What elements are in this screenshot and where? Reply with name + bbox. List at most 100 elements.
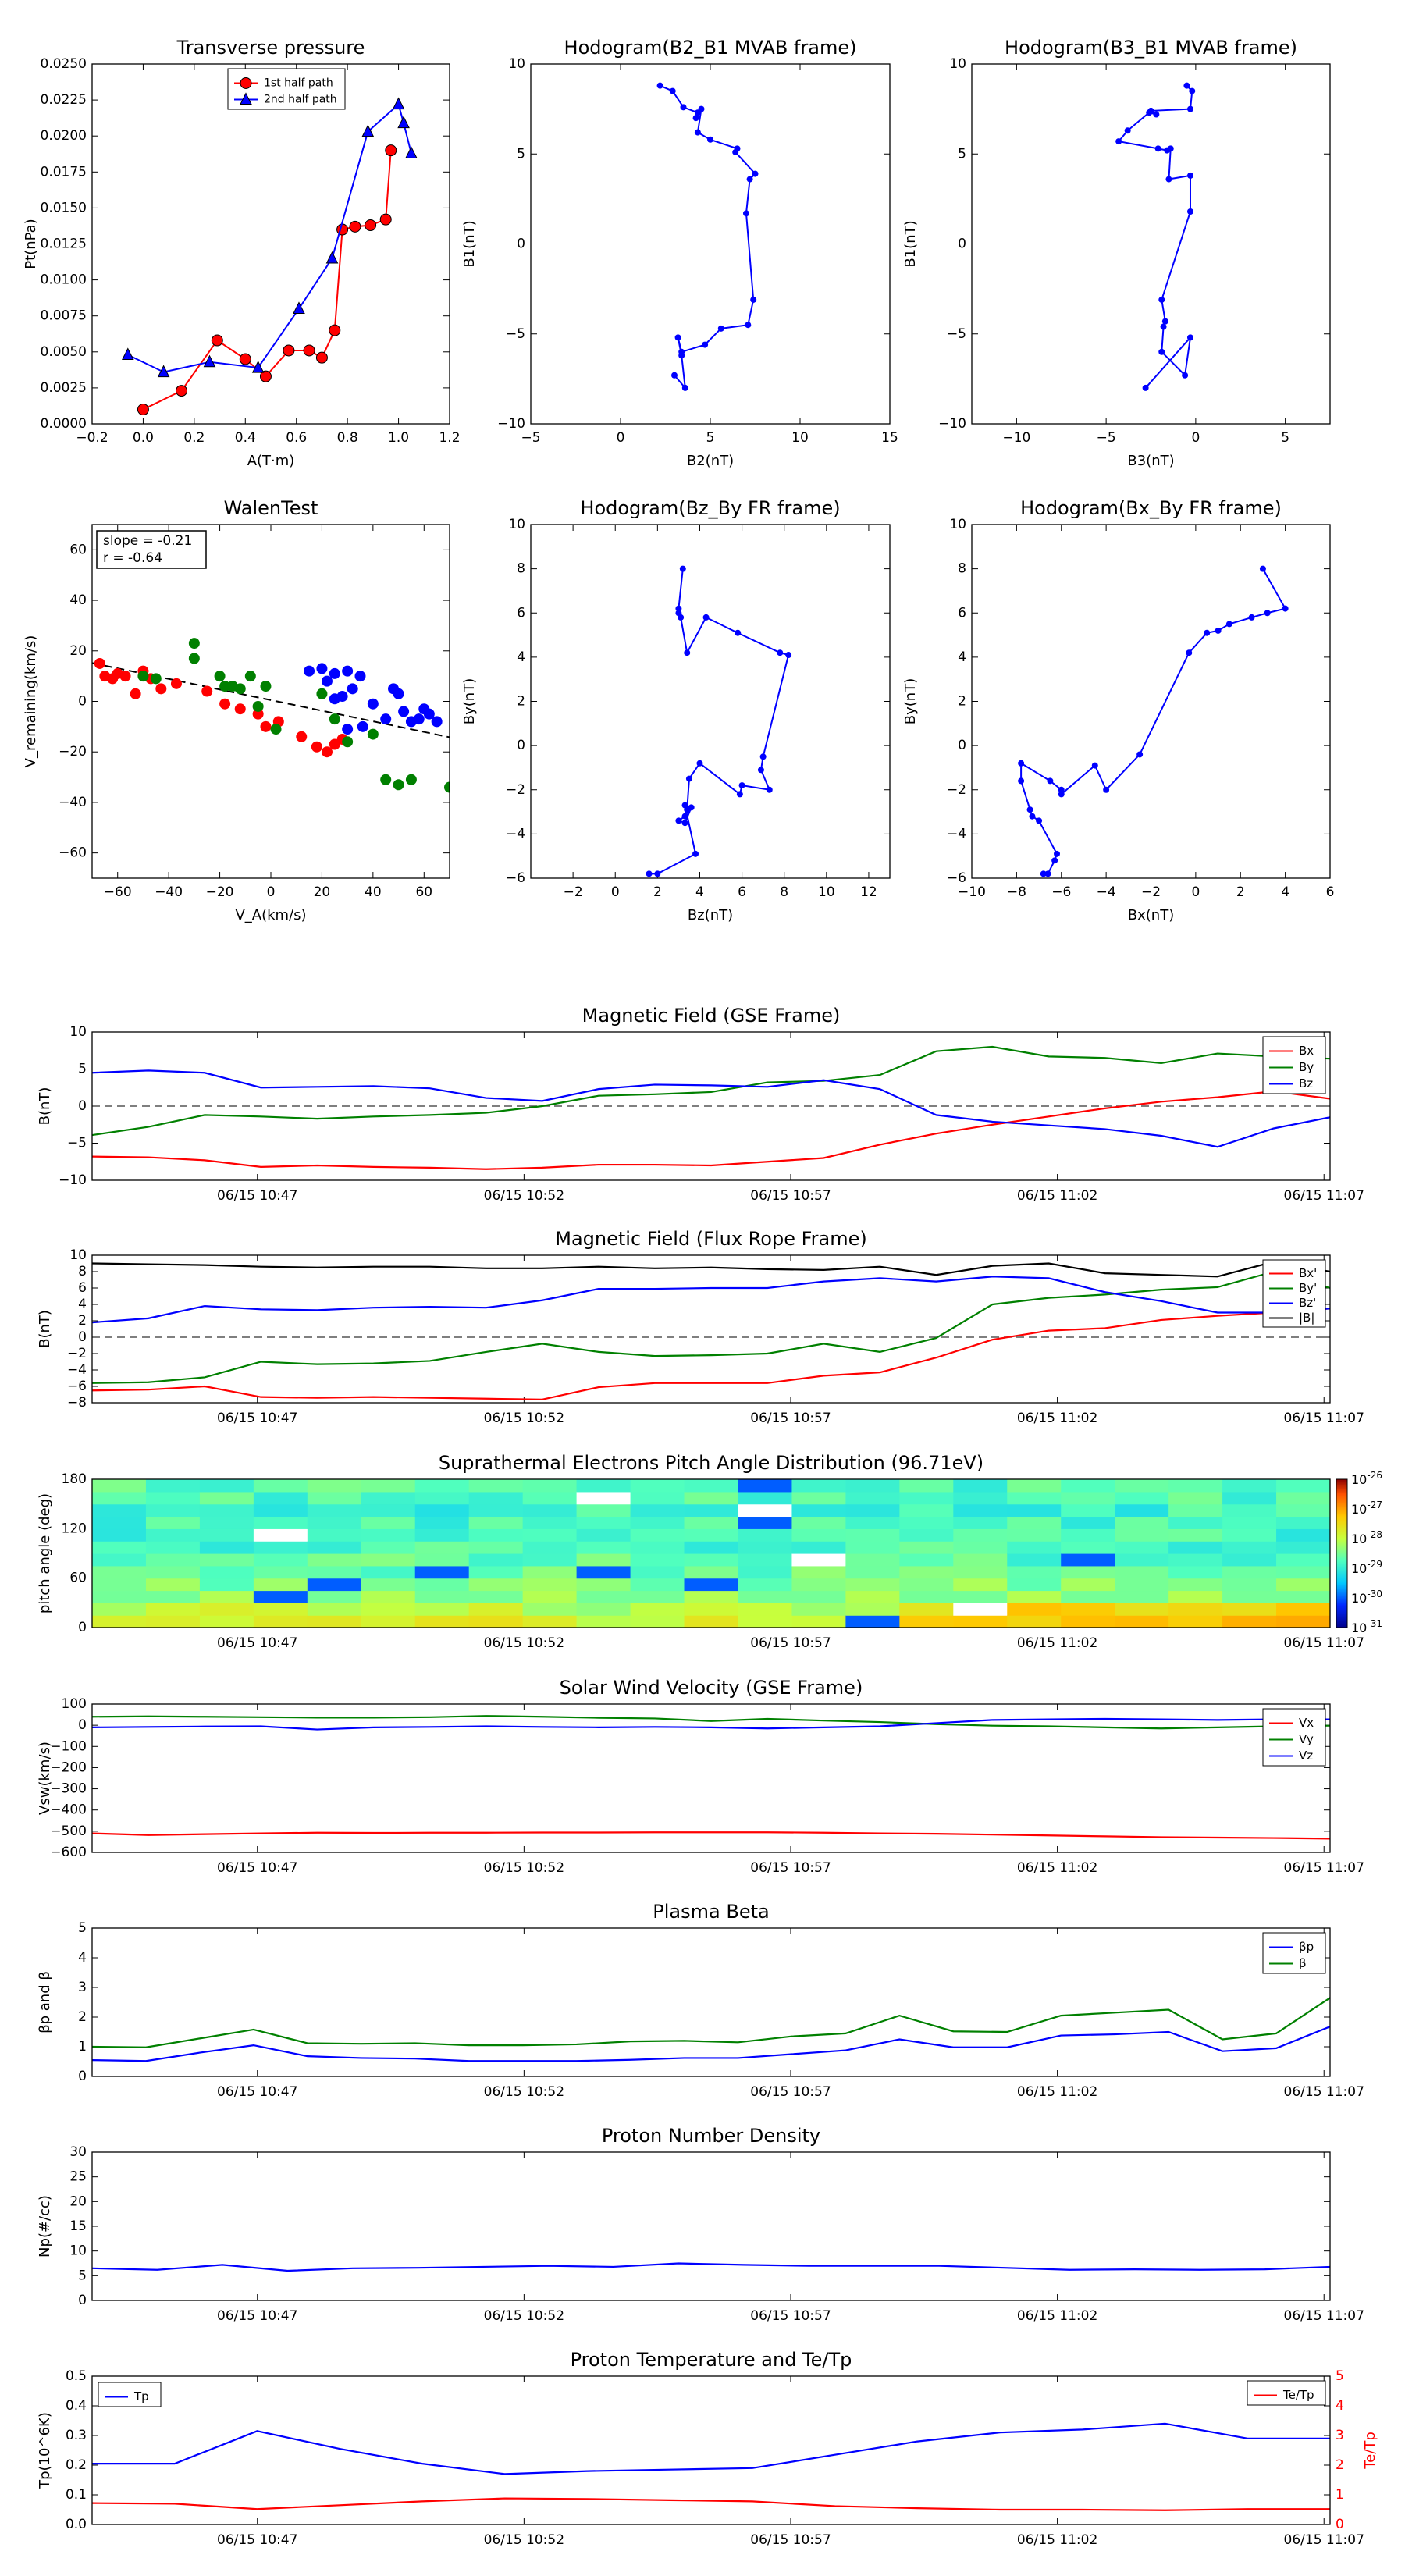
- heatmap-cell: [576, 1491, 631, 1505]
- series-line: [92, 2026, 1330, 2062]
- heatmap-cell: [92, 1541, 147, 1554]
- y-tick-label: −5: [67, 1136, 87, 1151]
- series-line: [92, 1261, 1330, 1278]
- x-tick-label: 6: [738, 884, 746, 900]
- colorbar-bar: [1336, 1478, 1348, 1628]
- y-tick-label: 0: [78, 2069, 87, 2084]
- data-point: [367, 728, 379, 740]
- heatmap-cell: [361, 1565, 416, 1579]
- heatmap-cell: [1168, 1565, 1223, 1579]
- data-point: [329, 738, 340, 750]
- heatmap-cell: [1168, 1541, 1223, 1554]
- data-point: [315, 351, 328, 364]
- heatmap-cell: [522, 1491, 578, 1505]
- annotation-slope: slope = -0.21: [103, 533, 192, 549]
- x-tick-label: 5: [706, 430, 715, 446]
- colorbar-exponent: -31: [1367, 1618, 1382, 1629]
- y-tick-label: 0.0100: [41, 272, 87, 288]
- y-tick-label: 0.0200: [41, 128, 87, 144]
- heatmap-cell: [684, 1528, 739, 1542]
- series-line: [92, 1997, 1330, 2048]
- x-tick-label: 06/15 11:07: [1284, 2084, 1364, 2100]
- heatmap-cell: [1222, 1615, 1277, 1628]
- data-point: [293, 301, 305, 314]
- y-tick-label: −500: [50, 1823, 87, 1839]
- heatmap-cell: [630, 1516, 685, 1529]
- data-point: [379, 213, 392, 226]
- legend: Bx By Bz: [1262, 1036, 1326, 1094]
- panel-pad: Suprathermal Electrons Pitch Angle Distr…: [37, 1452, 1382, 1651]
- x-tick-label: 06/15 11:07: [1284, 1860, 1364, 1876]
- legend-label: Bx: [1299, 1044, 1314, 1058]
- x-tick-label: −60: [104, 884, 132, 900]
- heatmap-cell: [899, 1578, 954, 1592]
- heatmap-cell: [522, 1565, 578, 1579]
- heatmap-cell: [307, 1615, 362, 1628]
- heatmap-cell: [684, 1503, 739, 1517]
- heatmap-cell: [253, 1590, 308, 1603]
- heatmap-cell: [953, 1603, 1008, 1616]
- heatmap-cell: [468, 1516, 524, 1529]
- y-tick-label: 20: [69, 643, 87, 659]
- data-point: [137, 404, 149, 416]
- data-point: [188, 653, 200, 664]
- y-tick-label: 2: [78, 1313, 87, 1329]
- data-point: [240, 92, 252, 105]
- panel-tp: Transverse pressure 0.0000 0.0025 0.0050 0.0…: [23, 37, 461, 469]
- legend: βp β: [1262, 1932, 1326, 1974]
- heatmap-cell: [307, 1516, 362, 1529]
- heatmap-cell: [791, 1528, 846, 1542]
- y-tick-label: 0: [958, 237, 966, 252]
- data-point: [1158, 296, 1165, 303]
- heatmap-cell: [953, 1503, 1008, 1517]
- data-point: [702, 614, 710, 621]
- data-point: [251, 360, 265, 373]
- heatmap-cell: [307, 1479, 362, 1493]
- data-point: [679, 565, 686, 572]
- heatmap-cell: [1168, 1479, 1223, 1493]
- data-point: [170, 678, 182, 689]
- data-point: [201, 685, 213, 697]
- x-tick-label: 0.0: [133, 430, 154, 446]
- data-point: [423, 708, 435, 720]
- data-point: [329, 713, 340, 725]
- data-point: [1058, 786, 1065, 793]
- data-point: [1103, 786, 1110, 793]
- y-tick-label: 5: [78, 1062, 87, 1077]
- x-tick-label: 0: [611, 884, 620, 900]
- heatmap-cell: [1168, 1590, 1223, 1603]
- x-tick-label: 06/15 10:47: [217, 2084, 297, 2100]
- heatmap-cell: [199, 1491, 254, 1505]
- y-tick-label: 0: [78, 1329, 87, 1345]
- data-point: [354, 671, 366, 682]
- heatmap-cell: [738, 1590, 793, 1603]
- legend-label: 2nd half path: [264, 94, 337, 106]
- y-right-tick-label: 5: [1336, 2368, 1344, 2384]
- heatmap-cell: [199, 1479, 254, 1493]
- data-point: [321, 675, 333, 687]
- heatmap-cell: [92, 1503, 147, 1517]
- heatmap-cell: [1115, 1541, 1169, 1554]
- y-tick-label: 5: [958, 146, 966, 162]
- legend-label: 1st half path: [264, 77, 333, 90]
- data-point: [329, 667, 340, 679]
- x-tick-label: −0.2: [76, 430, 108, 446]
- data-point: [1186, 334, 1193, 341]
- series-line: [92, 2497, 1330, 2511]
- y-tick-label: 6: [958, 605, 966, 621]
- heatmap-cell: [1061, 1528, 1115, 1542]
- x-tick-label: 4: [1281, 884, 1289, 900]
- heatmap-cell: [1276, 1528, 1330, 1542]
- data-point: [681, 802, 688, 809]
- y-tick-label: 0: [517, 237, 525, 252]
- y-tick-label: 0.0050: [41, 344, 87, 360]
- heatmap-cell: [199, 1578, 254, 1592]
- legend: Te/Tp: [1247, 2380, 1326, 2406]
- data-point: [1189, 87, 1196, 94]
- data-point: [357, 720, 368, 732]
- legend-label: Vz: [1299, 1749, 1313, 1763]
- heatmap-cell: [845, 1491, 900, 1505]
- heatmap-cell: [630, 1528, 685, 1542]
- series-line: [92, 1276, 1330, 1324]
- heatmap-cell: [576, 1528, 631, 1542]
